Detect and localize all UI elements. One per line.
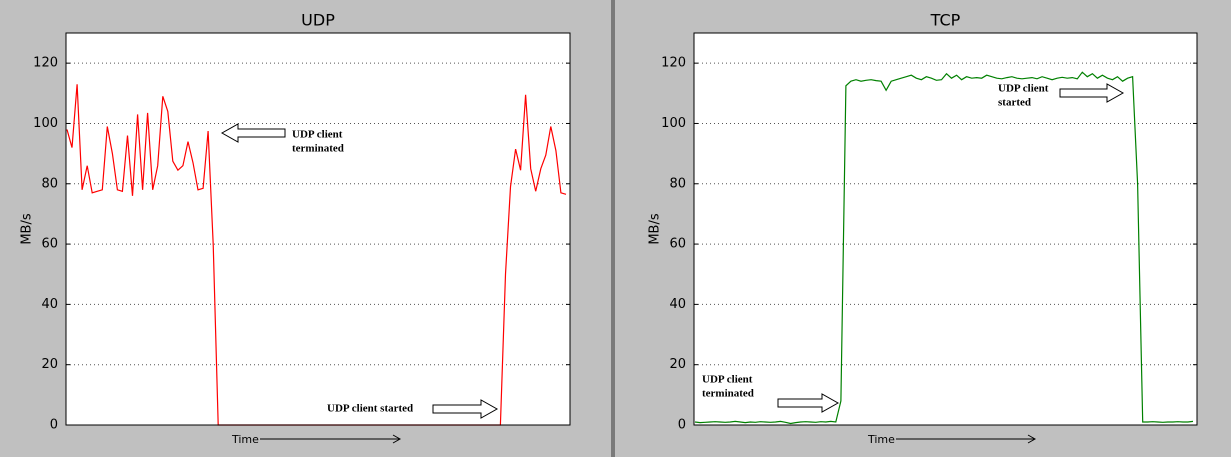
annotation: UDP client started (327, 403, 413, 415)
plot-frame (65, 32, 571, 426)
plot-frame (693, 32, 1198, 426)
annotation: terminated (292, 143, 344, 155)
y-tick-label: 0 (50, 418, 58, 433)
y-tick-label: 40 (41, 297, 58, 312)
y-tick-label: 80 (41, 176, 58, 191)
annotation: terminated (702, 388, 754, 400)
y-tick-label: 120 (661, 56, 686, 71)
y-axis-label: MB/s (20, 213, 35, 245)
y-tick-label: 20 (669, 357, 686, 372)
annotation: UDP client (292, 129, 343, 141)
annotation: UDP client (998, 83, 1049, 95)
y-tick-label: 120 (33, 56, 58, 71)
divider (611, 0, 615, 457)
y-tick-label: 20 (41, 357, 58, 372)
y-tick-label: 100 (661, 116, 686, 131)
plot-area (66, 33, 570, 425)
annotation: started (998, 97, 1031, 109)
annotation-arrow (1059, 83, 1125, 103)
annotation-arrow (220, 123, 286, 143)
chart-title: UDP (301, 11, 335, 30)
annotation-arrow (432, 399, 499, 419)
x-axis-label: Time (231, 433, 259, 446)
annotation: UDP client (702, 374, 753, 386)
x-axis-label: Time (867, 433, 895, 446)
y-tick-label: 40 (669, 297, 686, 312)
y-tick-label: 80 (669, 176, 686, 191)
annotation-arrow (777, 393, 840, 413)
x-axis-arrow-head (1027, 434, 1037, 444)
y-tick-label: 100 (33, 116, 58, 131)
y-axis-label: MB/s (648, 213, 663, 245)
y-tick-label: 0 (678, 418, 686, 433)
x-axis-arrow-head (392, 434, 402, 444)
y-tick-label: 60 (669, 237, 686, 252)
chart-title: TCP (930, 11, 961, 30)
y-tick-label: 60 (41, 237, 58, 252)
data-line (694, 71, 1194, 425)
